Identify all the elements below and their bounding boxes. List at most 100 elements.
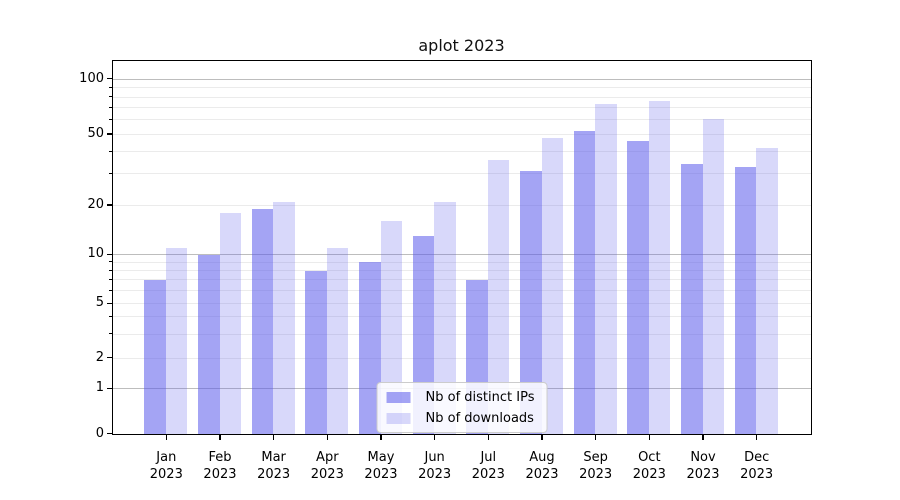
- x-tick-label-sep: Sep 2023: [564, 449, 628, 483]
- bar-distinct-ips-apr: [305, 270, 327, 434]
- plot-area: Nb of distinct IPs Nb of downloads: [112, 60, 812, 435]
- x-tick-mark-jun: [434, 435, 436, 440]
- gridline-minor-80: [113, 96, 811, 98]
- x-tick-mark-feb: [219, 435, 221, 440]
- gridline-minor-30: [113, 173, 811, 175]
- bar-distinct-ips-aug: [520, 171, 542, 434]
- x-tick-mark-dec: [756, 435, 758, 440]
- bar-downloads-nov: [702, 118, 725, 434]
- x-tick-label-month: Apr: [316, 450, 339, 465]
- x-tick-label-feb: Feb 2023: [188, 449, 252, 483]
- bar-distinct-ips-mar: [251, 209, 274, 434]
- x-tick-mark-sep: [595, 435, 597, 440]
- y-minor-tick-mark-6: [109, 289, 113, 291]
- bars-layer: [113, 61, 811, 434]
- gridline-minor-90: [113, 87, 811, 89]
- x-tick-label-year: 2023: [364, 467, 398, 482]
- x-tick-label-aug: Aug 2023: [510, 449, 574, 483]
- y-tick-label-50: 50: [87, 125, 104, 141]
- bar-downloads-may: [380, 221, 403, 434]
- x-tick-label-month: Jun: [424, 450, 445, 465]
- bar-downloads-feb: [219, 212, 242, 434]
- gridline-minor-20: [113, 204, 811, 206]
- y-minor-tick-mark-30: [109, 173, 113, 175]
- y-minor-tick-mark-4: [109, 316, 113, 318]
- x-tick-label-jun: Jun 2023: [403, 449, 467, 483]
- gridline-minor-70: [113, 107, 811, 109]
- x-tick-label-month: Oct: [638, 450, 661, 465]
- legend-label-downloads: Nb of downloads: [425, 410, 534, 426]
- x-tick-mark-jul: [487, 435, 489, 440]
- y-minor-tick-mark-60: [109, 118, 113, 120]
- y-minor-tick-mark-70: [109, 106, 113, 108]
- x-tick-label-month: Nov: [690, 450, 716, 465]
- x-tick-label-month: Mar: [261, 450, 286, 465]
- x-tick-label-month: Jan: [156, 450, 177, 465]
- legend: Nb of distinct IPs Nb of downloads: [376, 382, 548, 433]
- x-tick-label-year: 2023: [203, 467, 237, 482]
- bar-downloads-jun: [434, 201, 456, 434]
- x-tick-label-month: Sep: [583, 450, 608, 465]
- bar-distinct-ips-oct: [627, 140, 649, 434]
- x-tick-label-mar: Mar 2023: [242, 449, 306, 483]
- x-tick-label-year: 2023: [257, 467, 291, 482]
- y-tick-mark-2: [106, 357, 113, 359]
- x-tick-label-jan: Jan 2023: [134, 449, 198, 483]
- legend-swatch-downloads: [386, 412, 411, 424]
- y-tick-label-0: 0: [95, 425, 104, 441]
- y-tick-label-5: 5: [95, 295, 104, 311]
- y-minor-tick-mark-40: [109, 150, 113, 152]
- x-tick-mark-apr: [326, 435, 328, 440]
- bar-distinct-ips-dec: [734, 166, 757, 434]
- gridline-minor-5: [113, 303, 811, 305]
- bar-distinct-ips-sep: [573, 131, 596, 434]
- gridline-minor-7: [113, 279, 811, 281]
- x-tick-label-oct: Oct 2023: [617, 449, 681, 483]
- bar-downloads-apr: [326, 247, 349, 434]
- bar-downloads-jul: [487, 159, 510, 434]
- x-tick-mark-oct: [648, 435, 650, 440]
- y-tick-label-1: 1: [95, 380, 104, 396]
- bar-distinct-ips-may: [359, 262, 381, 434]
- x-tick-label-year: 2023: [471, 467, 505, 482]
- bar-downloads-sep: [595, 104, 617, 434]
- y-minor-tick-mark-80: [109, 96, 113, 98]
- legend-swatch-distinct-ips: [386, 391, 411, 403]
- gridline-minor-60: [113, 119, 811, 121]
- chart-title: aplot 2023: [418, 36, 505, 55]
- y-minor-tick-mark-8: [109, 269, 113, 271]
- y-tick-mark-20: [106, 204, 113, 206]
- y-minor-tick-mark-7: [109, 279, 113, 281]
- x-tick-label-year: 2023: [149, 467, 183, 482]
- bar-distinct-ips-nov: [681, 164, 703, 434]
- x-tick-label-jul: Jul 2023: [456, 449, 520, 483]
- y-minor-tick-mark-90: [109, 86, 113, 88]
- gridline-minor-8: [113, 270, 811, 271]
- gridline-minor-9: [113, 261, 811, 263]
- gridline-minor-2: [113, 357, 811, 359]
- y-tick-mark-0: [106, 433, 113, 435]
- x-tick-label-year: 2023: [418, 467, 452, 482]
- x-tick-label-year: 2023: [686, 467, 720, 482]
- y-tick-label-10: 10: [87, 246, 104, 262]
- x-tick-label-nov: Nov 2023: [671, 449, 735, 483]
- x-tick-label-year: 2023: [310, 467, 344, 482]
- y-tick-label-20: 20: [87, 196, 104, 212]
- gridline-major-100: [113, 78, 811, 80]
- x-tick-label-month: Jul: [480, 450, 497, 465]
- x-tick-mark-aug: [541, 435, 543, 440]
- gridline-major-10: [113, 254, 811, 256]
- bar-distinct-ips-feb: [198, 254, 220, 434]
- y-tick-label-100: 100: [79, 70, 104, 86]
- x-tick-label-month: May: [367, 450, 395, 465]
- x-tick-label-year: 2023: [525, 467, 559, 482]
- y-tick-mark-5: [106, 302, 113, 304]
- y-tick-mark-100: [106, 78, 113, 80]
- x-tick-label-year: 2023: [579, 467, 613, 482]
- x-tick-label-year: 2023: [740, 467, 774, 482]
- x-tick-label-apr: Apr 2023: [295, 449, 359, 483]
- bar-downloads-aug: [541, 137, 564, 434]
- x-tick-mark-may: [380, 435, 382, 440]
- bar-downloads-dec: [756, 147, 778, 434]
